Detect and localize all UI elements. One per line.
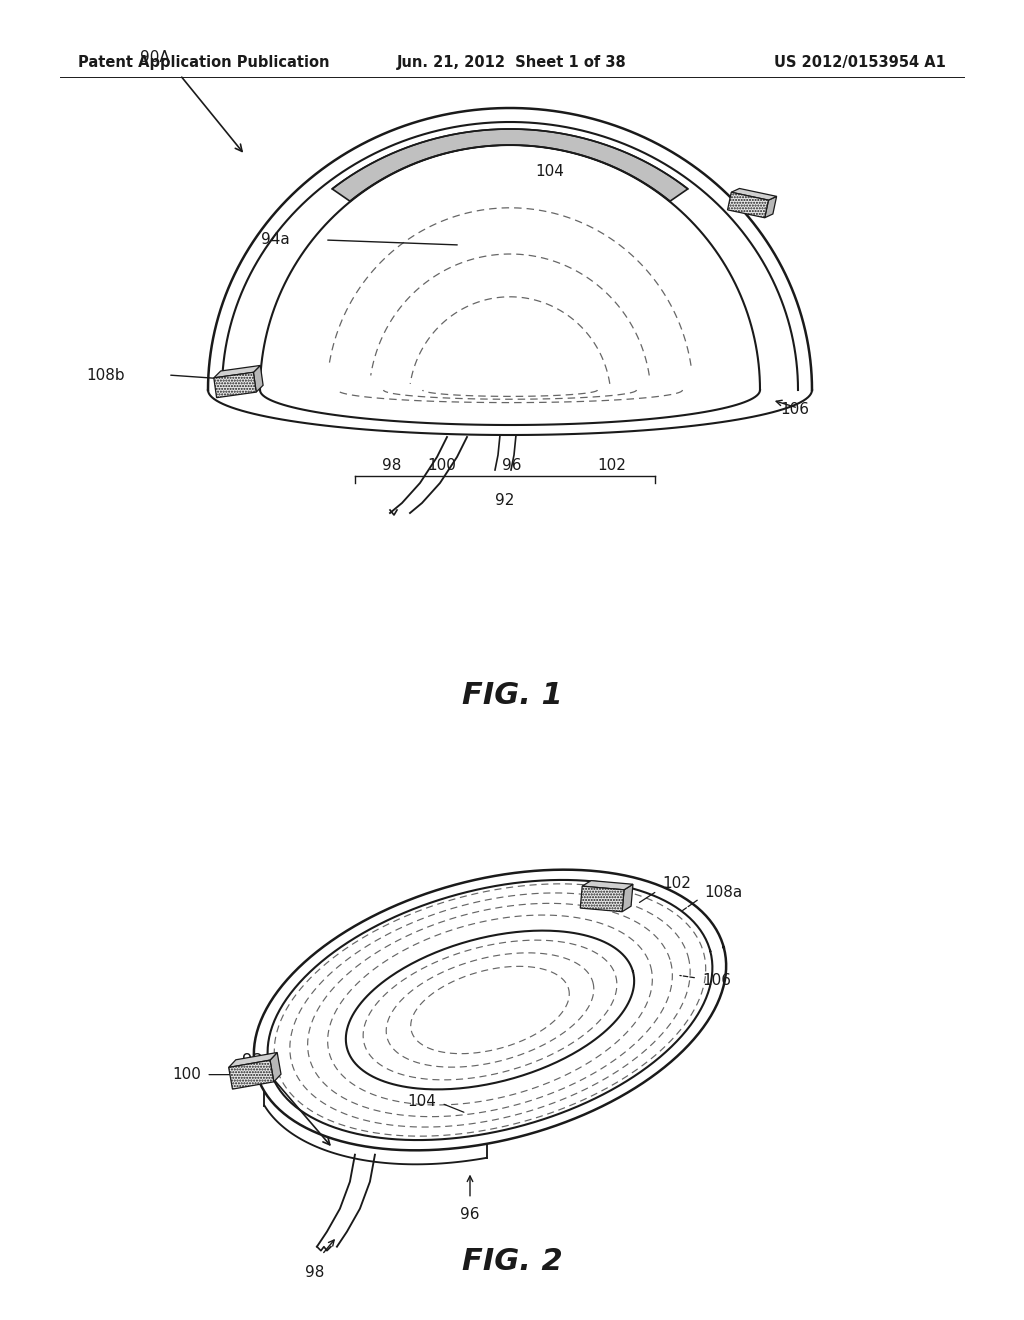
Text: US 2012/0153954 A1: US 2012/0153954 A1 [774, 54, 946, 70]
Text: 102: 102 [663, 876, 691, 891]
Polygon shape [623, 884, 633, 912]
Polygon shape [583, 880, 633, 890]
Text: 94a: 94a [261, 232, 290, 248]
Text: 98: 98 [382, 458, 401, 473]
Text: 90A: 90A [140, 50, 170, 66]
Polygon shape [214, 366, 260, 378]
Polygon shape [214, 372, 256, 397]
Text: 104: 104 [535, 165, 564, 180]
Polygon shape [765, 197, 776, 218]
Polygon shape [228, 1060, 273, 1089]
Polygon shape [727, 193, 768, 218]
Polygon shape [253, 366, 263, 392]
Text: 106: 106 [780, 403, 809, 417]
Text: 104: 104 [408, 1094, 436, 1109]
Text: Jun. 21, 2012  Sheet 1 of 38: Jun. 21, 2012 Sheet 1 of 38 [397, 54, 627, 70]
Text: 108a: 108a [705, 886, 742, 900]
Text: 106: 106 [702, 973, 731, 987]
Text: FIG. 1: FIG. 1 [462, 681, 562, 710]
Text: 92: 92 [243, 1052, 263, 1071]
Polygon shape [228, 1052, 278, 1068]
Text: 98: 98 [305, 1265, 325, 1279]
Text: 92: 92 [496, 492, 515, 508]
Polygon shape [731, 189, 776, 201]
Polygon shape [332, 129, 688, 201]
Polygon shape [581, 886, 624, 912]
Text: Patent Application Publication: Patent Application Publication [78, 54, 330, 70]
Text: 100: 100 [428, 458, 457, 473]
Text: 96: 96 [460, 1206, 480, 1222]
Text: 102: 102 [598, 458, 627, 473]
Text: FIG. 2: FIG. 2 [462, 1247, 562, 1276]
Polygon shape [270, 1052, 281, 1082]
Text: 108b: 108b [86, 367, 125, 383]
Text: 100: 100 [172, 1067, 202, 1082]
Text: 96: 96 [502, 458, 522, 473]
